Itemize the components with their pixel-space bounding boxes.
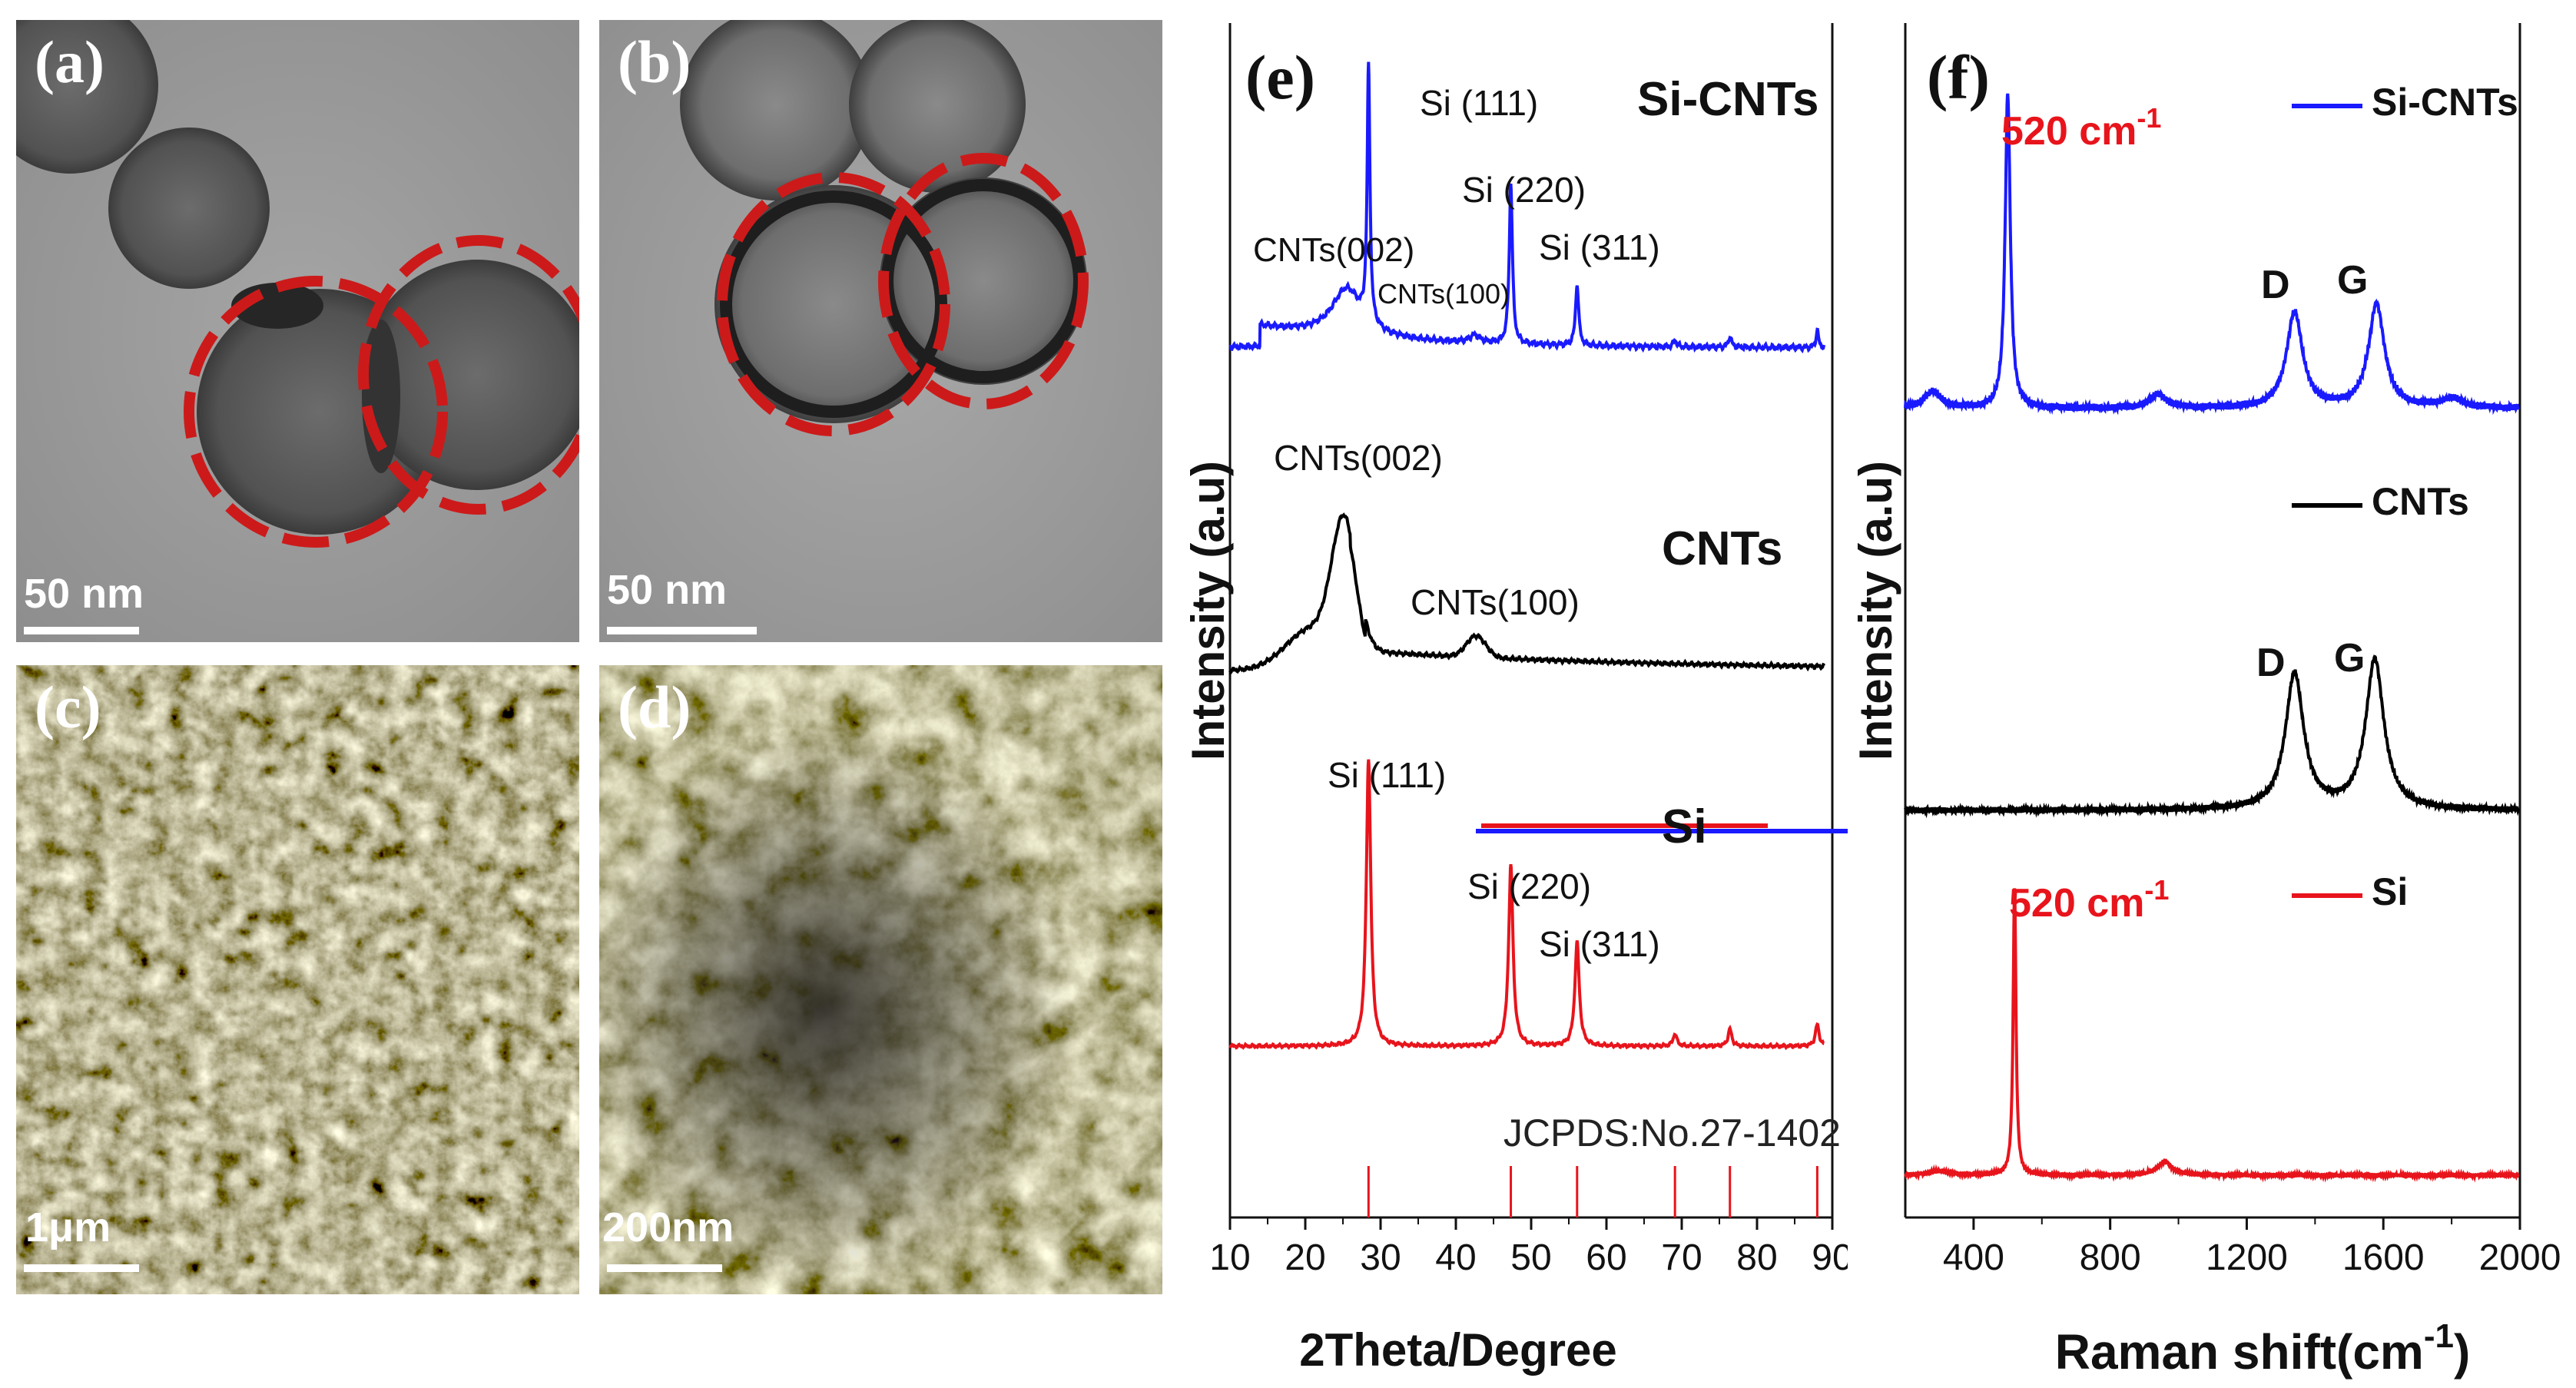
xrd-legend-label-si: Si <box>1662 800 1707 853</box>
raman-peak-label-d: D <box>2261 263 2290 307</box>
tem-image-a: (a) 50 nm <box>16 20 579 642</box>
raman-legend-label-si: Si <box>2372 870 2408 913</box>
xrd-legend-label-si-cnts: Si-CNTs <box>1637 73 1819 126</box>
raman-legend-label-si-cnts: Si-CNTs <box>2372 81 2518 124</box>
xrd-peak-label: Si (220) <box>1467 866 1591 906</box>
raman-peak-label-d: D <box>2256 641 2286 685</box>
xrd-peak-label: Si (111) <box>1328 755 1446 795</box>
xrd-peak-label: CNTs(002) <box>1274 438 1443 478</box>
xrd-x-tick-label: 60 <box>1586 1237 1626 1278</box>
raman-x-axis-label-end: ) <box>2454 1324 2470 1380</box>
raman-x-tick-label: 1600 <box>2342 1237 2425 1278</box>
raman-series-si <box>1904 888 2520 1183</box>
raman-peak-label-520: 520 cm-1 <box>2009 874 2169 926</box>
raman-panel-label: (f) <box>1927 42 1990 112</box>
raman-x-tick-label: 2000 <box>2479 1237 2561 1278</box>
xrd-x-tick-label: 80 <box>1736 1237 1777 1278</box>
scale-bar-label-b: 50 nm <box>607 567 728 613</box>
raman-y-axis-label: Intensity (a.u) <box>1850 461 1901 760</box>
sem-image-c: (c) 1μm <box>16 665 579 1294</box>
sem-micrograph-c <box>16 665 579 1294</box>
xrd-x-tick-label: 70 <box>1661 1237 1702 1278</box>
xrd-chart: 10 20 30 40 50 60 70 80 90 Si-CNTs CNTs Si CNTs(002… <box>1182 23 1848 1376</box>
raman-legend-label-cnts: CNTs <box>2372 480 2469 523</box>
raman-series-cnts <box>1904 654 2520 819</box>
raman-peak-label-g: G <box>2337 258 2368 303</box>
sem-micrograph-d <box>599 665 1162 1294</box>
xrd-series-si <box>1228 759 1825 1051</box>
xrd-reference-label: JCPDS:No.27-1402 <box>1503 1111 1841 1154</box>
xrd-series-si-cnts <box>1228 61 1826 354</box>
xrd-peak-label: CNTs(100) <box>1378 278 1510 310</box>
panel-label-b: (b) <box>618 28 691 95</box>
xrd-peak-label: Si (311) <box>1539 924 1660 964</box>
panel-label-c: (c) <box>35 674 101 740</box>
panel-label-a: (a) <box>35 28 104 95</box>
xrd-x-tick-label: 90 <box>1812 1237 1848 1278</box>
scale-bar-a <box>24 627 139 634</box>
scale-bar-label-a: 50 nm <box>24 571 144 617</box>
xrd-legend-label-cnts: CNTs <box>1662 522 1782 575</box>
xrd-y-axis-label: Intensity (a.u) <box>1182 461 1234 760</box>
scale-bar-label-c: 1μm <box>25 1204 111 1251</box>
raman-x-axis-label-main: Raman shift(cm <box>2055 1324 2424 1380</box>
xrd-x-tick-label: 10 <box>1209 1237 1250 1278</box>
raman-x-axis-label-sup: -1 <box>2424 1317 2454 1355</box>
xrd-series-cnts <box>1228 512 1825 676</box>
scale-bar-label-d: 200nm <box>602 1204 734 1251</box>
raman-x-axis-label: Raman shift(cm-1) <box>2055 1317 2471 1380</box>
raman-x-tick-label: 800 <box>2080 1237 2141 1278</box>
xrd-x-tick-label: 40 <box>1435 1237 1476 1278</box>
scale-bar-b <box>607 627 757 634</box>
raman-peak-label-520: 520 cm-1 <box>2001 102 2161 154</box>
raman-chart: 400 800 1200 1600 2000 Si-CNTs CNTs Si 520 cm-1… <box>1850 23 2561 1380</box>
xrd-x-tick-label: 50 <box>1510 1237 1551 1278</box>
tem-image-b: (b) 50 nm <box>599 20 1162 642</box>
xrd-peak-label: Si (311) <box>1539 227 1660 267</box>
xrd-x-tick-label: 20 <box>1285 1237 1325 1278</box>
raman-x-tick-label: 1200 <box>2206 1237 2288 1278</box>
xrd-x-axis-label: 2Theta/Degree <box>1299 1324 1617 1376</box>
scale-bar-c <box>24 1264 139 1272</box>
raman-x-tick-label: 400 <box>1943 1237 2004 1278</box>
tem-micrograph-b <box>599 20 1162 642</box>
raman-peak-label-g: G <box>2334 636 2365 681</box>
xrd-panel-label: (e) <box>1245 42 1315 112</box>
raman-series-si-cnts <box>1904 93 2520 416</box>
scale-bar-d <box>607 1264 722 1272</box>
xrd-peak-label: Si (220) <box>1462 170 1586 210</box>
xrd-peak-label: CNTs(100) <box>1411 582 1580 622</box>
tem-micrograph-a <box>16 20 579 642</box>
sem-image-d: (d) 200nm <box>599 665 1162 1294</box>
panel-label-d: (d) <box>618 674 691 740</box>
xrd-peak-label: CNTs(002) <box>1253 231 1414 269</box>
xrd-peak-label: Si (111) <box>1420 83 1538 123</box>
xrd-x-tick-label: 30 <box>1360 1237 1401 1278</box>
